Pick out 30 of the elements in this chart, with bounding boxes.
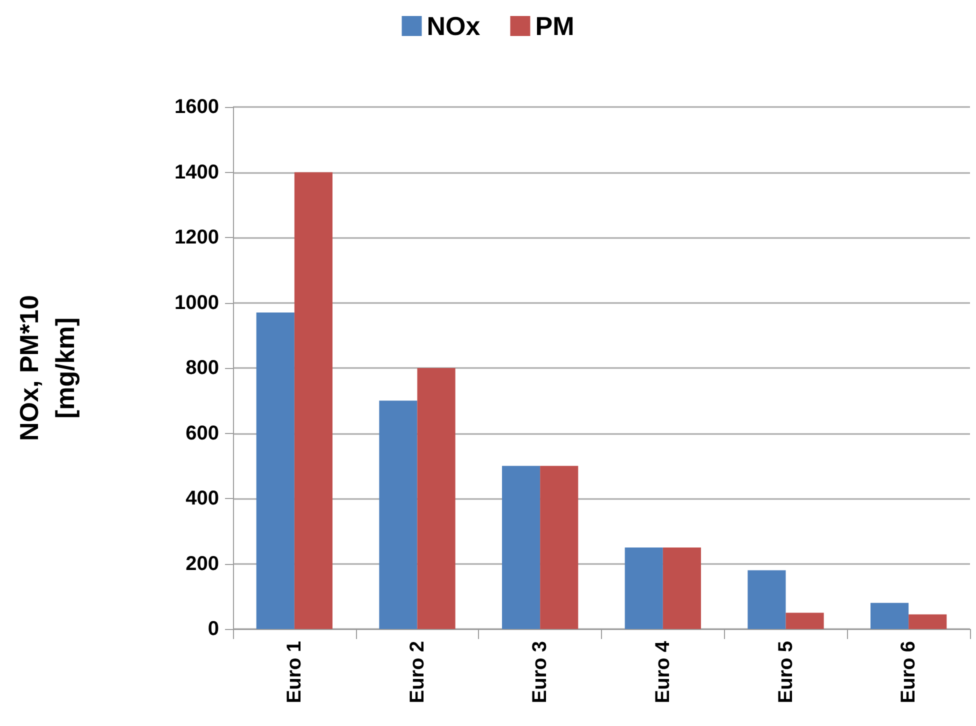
bar [379,400,418,629]
y-tick-label: 200 [186,552,219,575]
y-tick-label: 400 [186,488,219,510]
x-tick-label: Euro 4 [652,640,674,704]
bar [417,368,456,629]
bar [908,614,947,629]
x-tick-label: Euro 5 [774,641,797,704]
bar [786,612,824,629]
bar [256,312,294,629]
bar [624,547,663,629]
y-tick-label: 0 [208,618,219,640]
y-tick-label: 1600 [174,96,219,118]
legend-label: PM [535,11,574,41]
y-tick-label: 800 [186,357,219,379]
bar [870,602,909,629]
bar [502,466,540,629]
bar [748,570,786,629]
x-tick-label: Euro 3 [529,641,552,704]
x-tick-label: Euro 6 [898,641,920,704]
bar [540,466,578,629]
x-tick-label: Euro 1 [283,641,306,704]
bar [662,547,701,629]
bar [294,172,332,629]
y-tick-label: 1200 [174,226,219,248]
y-tick-label: 600 [186,422,219,444]
y-tick-label: 1000 [174,292,219,314]
y-axis-title: NOx, PM*10 [mg/km] [14,295,80,441]
legend-label: NOx [426,11,481,41]
x-tick-label: Euro 2 [406,641,428,704]
y-tick-label: 1400 [174,161,219,184]
